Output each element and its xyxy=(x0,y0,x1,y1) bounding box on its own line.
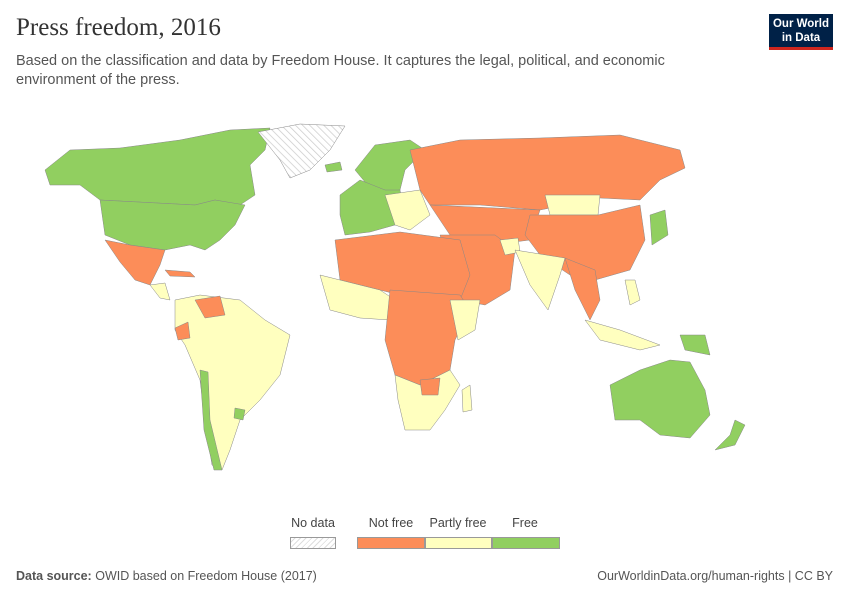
country-region-south-america[interactable] xyxy=(174,294,291,471)
country-region-australia[interactable] xyxy=(609,359,711,439)
legend-free-swatch[interactable] xyxy=(492,537,560,549)
legend-partly-free-label: Partly free xyxy=(429,516,487,530)
data-source: Data source: OWID based on Freedom House… xyxy=(16,569,317,583)
page-title: Press freedom, 2016 xyxy=(16,14,221,41)
country-region-greenland[interactable] xyxy=(257,123,346,179)
country-region-iceland[interactable] xyxy=(324,161,343,173)
country-region-png[interactable] xyxy=(679,334,711,356)
country-region-indonesia[interactable] xyxy=(584,319,661,351)
country-region-usa[interactable] xyxy=(99,199,246,251)
country-region-philippines[interactable] xyxy=(624,279,641,306)
country-region-india[interactable] xyxy=(514,249,566,311)
country-region-central-america[interactable] xyxy=(149,282,171,301)
legend-partly-free-swatch[interactable] xyxy=(425,537,492,549)
country-region-south-africa[interactable] xyxy=(419,377,441,396)
country-region-uruguay[interactable] xyxy=(233,407,246,421)
legend-not-free-label: Not free xyxy=(368,516,414,530)
country-region-madagascar[interactable] xyxy=(461,384,473,413)
country-region-east-africa[interactable] xyxy=(449,299,481,341)
legend-not-free-swatch[interactable] xyxy=(357,537,425,549)
legend-free-label: Free xyxy=(512,516,538,530)
country-region-se-asia[interactable] xyxy=(564,257,601,321)
country-region-venezuela[interactable] xyxy=(194,295,226,319)
country-region-cuba[interactable] xyxy=(164,269,196,278)
country-region-mexico[interactable] xyxy=(104,239,166,286)
legend-no-data-label: No data xyxy=(291,516,335,530)
country-region-mongolia[interactable] xyxy=(544,194,601,216)
country-region-ecuador[interactable] xyxy=(174,321,191,341)
subtitle: Based on the classification and data by … xyxy=(16,53,665,88)
country-region-canada-alaska[interactable] xyxy=(44,127,271,206)
country-region-japan[interactable] xyxy=(649,209,669,246)
country-region-europe-east[interactable] xyxy=(384,189,431,231)
data-source-text: OWID based on Freedom House (2017) xyxy=(95,569,317,583)
world-map[interactable] xyxy=(0,110,850,510)
country-region-russia[interactable] xyxy=(409,134,686,211)
country-region-new-zealand[interactable] xyxy=(714,419,746,451)
url-license-link[interactable]: OurWorldinData.org/human-rights | CC BY xyxy=(597,569,833,583)
data-source-label: Data source: xyxy=(16,569,92,583)
owid-logo[interactable]: Our World in Data xyxy=(769,14,833,50)
country-region-chile[interactable] xyxy=(199,369,223,471)
legend-no-data-swatch xyxy=(290,537,336,549)
